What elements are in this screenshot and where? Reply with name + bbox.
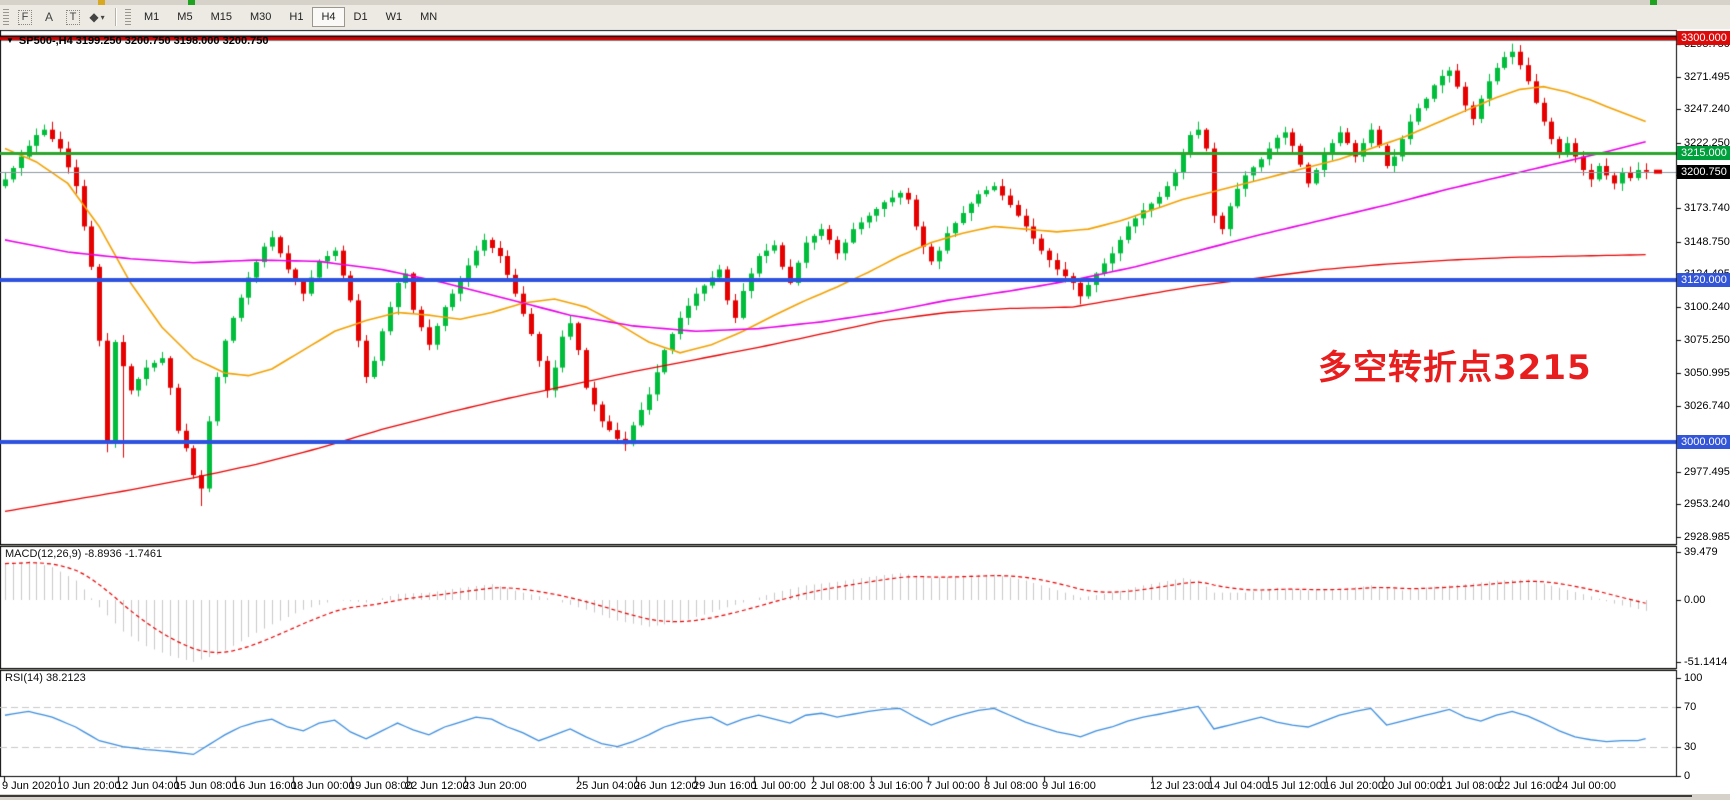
price-tick-label: 3100.240 [1684, 301, 1730, 313]
time-axis-label: 9 Jul 16:00 [1042, 780, 1096, 792]
arrows-tool-icon: ◆ [89, 10, 99, 24]
price-tick-label: 3075.250 [1684, 334, 1730, 346]
price-tick-label: 2977.495 [1684, 466, 1730, 478]
time-axis-label: 29 Jun 16:00 [693, 780, 757, 792]
price-tick-label: 3173.740 [1684, 202, 1730, 214]
time-axis-label: 26 Jun 12:00 [634, 780, 698, 792]
price-badge: 3300.000 [1677, 31, 1730, 45]
rsi-scale-label: 70 [1684, 701, 1697, 713]
horizontal-scrollbar[interactable] [0, 795, 1692, 797]
price-badge: 3215.000 [1677, 146, 1730, 160]
rsi-scale-label: 30 [1684, 741, 1697, 753]
rsi-scale-label: 0 [1684, 770, 1691, 782]
fibonacci-tool-icon: F [17, 9, 33, 25]
main-toolbar: F A T ◆ ▾ M1 M5 M15 M30 H1 H4 D1 W1 MN [0, 5, 1730, 30]
drawing-tools-group: F A T ◆ ▾ [13, 7, 109, 27]
price-badge: 3200.750 [1677, 165, 1730, 179]
timeframe-button-m15[interactable]: M15 [210, 11, 232, 23]
toolbar-chip-green-icon [188, 0, 195, 5]
price-badge: 3120.000 [1677, 273, 1730, 287]
label-tool[interactable]: T [61, 7, 85, 27]
price-tick-label: 3050.995 [1684, 367, 1730, 379]
time-axis-label: 10 Jun 20:00 [57, 780, 121, 792]
rsi-label: RSI(14) 38.2123 [5, 672, 86, 684]
label-tool-icon: T [65, 9, 81, 25]
text-tool-icon: A [44, 10, 53, 24]
chart-annotation: 多空转折点3215 [1318, 348, 1592, 388]
text-tool[interactable]: A [37, 7, 61, 27]
toolbar-separator [115, 8, 116, 26]
rsi-scale-label: 100 [1684, 672, 1703, 684]
time-axis-label: 16 Jul 20:00 [1324, 780, 1384, 792]
background-toolbar-strip [0, 0, 1730, 5]
macd-scale-label: 39.479 [1684, 546, 1718, 558]
time-axis-label: 7 Jul 00:00 [926, 780, 980, 792]
time-axis-label: 18 Jun 00:00 [291, 780, 355, 792]
window-bottom-strip [0, 794, 1730, 800]
time-axis-label: 8 Jul 08:00 [984, 780, 1038, 792]
timeframe-button-d1[interactable]: D1 [353, 11, 368, 23]
timeframe-button-w1[interactable]: W1 [385, 11, 403, 23]
time-axis-label: 25 Jun 04:00 [576, 780, 640, 792]
macd-scale-label: 0.00 [1684, 594, 1706, 606]
time-axis-label: 15 Jul 12:00 [1266, 780, 1326, 792]
time-axis-label: 2 Jul 08:00 [811, 780, 865, 792]
timeframe-button-h1[interactable]: H1 [289, 11, 304, 23]
price-tick-label: 2953.240 [1684, 498, 1730, 510]
toolbar-chip-green2-icon [1650, 0, 1657, 5]
symbol-dropdown-icon[interactable]: ▼ [6, 36, 14, 45]
price-tick-label: 2928.985 [1684, 531, 1730, 543]
timeframe-button-m5[interactable]: M5 [177, 11, 193, 23]
timeframe-button-m30[interactable]: M30 [249, 11, 272, 23]
toolbar-chip-gold-icon [98, 0, 105, 5]
time-axis-label: 21 Jul 08:00 [1440, 780, 1500, 792]
fibonacci-tool[interactable]: F [13, 7, 37, 27]
price-tick-label: 3026.740 [1684, 400, 1730, 412]
time-axis-label: 19 Jun 08:00 [349, 780, 413, 792]
chart-title-text: SP500-,H4 3199.250 3200.750 3198.000 320… [18, 35, 269, 47]
time-axis-label: 22 Jul 16:00 [1498, 780, 1558, 792]
price-tick-label: 3148.750 [1684, 236, 1730, 248]
time-axis-label: 20 Jul 00:00 [1382, 780, 1442, 792]
time-axis-label: 12 Jul 23:00 [1150, 780, 1210, 792]
macd-scale-label: -51.1414 [1684, 656, 1728, 668]
time-axis-label: 16 Jun 16:00 [233, 780, 297, 792]
arrows-tool[interactable]: ◆ ▾ [85, 7, 109, 27]
time-axis-label: 23 Jun 20:00 [463, 780, 527, 792]
macd-label: MACD(12,26,9) -8.8936 -1.7461 [5, 548, 163, 560]
time-axis-label: 15 Jun 08:00 [174, 780, 238, 792]
chart-title: ▼ SP500-,H4 3199.250 3200.750 3198.000 32… [6, 35, 268, 47]
time-axis-label: 14 Jul 04:00 [1208, 780, 1268, 792]
toolbar-drag-handle[interactable] [3, 9, 9, 25]
chart-canvas[interactable] [0, 29, 1730, 795]
timeframe-button-m1[interactable]: M1 [144, 11, 160, 23]
toolbar-drag-handle-2[interactable] [125, 9, 131, 25]
time-axis-label: 22 Jun 12:00 [405, 780, 469, 792]
time-axis-label: 1 Jul 00:00 [752, 780, 806, 792]
price-badge: 3000.000 [1677, 435, 1730, 449]
timeframe-button-h4[interactable]: H4 [312, 7, 345, 27]
timeframe-buttons-group: M1 M5 M15 M30 H1 H4 D1 W1 MN [135, 7, 446, 27]
time-axis-label: 3 Jul 16:00 [869, 780, 923, 792]
price-tick-label: 3247.240 [1684, 103, 1730, 115]
price-tick-label: 3271.495 [1684, 71, 1730, 83]
dropdown-caret-icon: ▾ [100, 12, 105, 22]
timeframe-button-mn[interactable]: MN [420, 11, 438, 23]
time-axis-label: 12 Jun 04:00 [116, 780, 180, 792]
time-axis-label: 9 Jun 2020 [2, 780, 57, 792]
time-axis-label: 24 Jul 00:00 [1556, 780, 1616, 792]
